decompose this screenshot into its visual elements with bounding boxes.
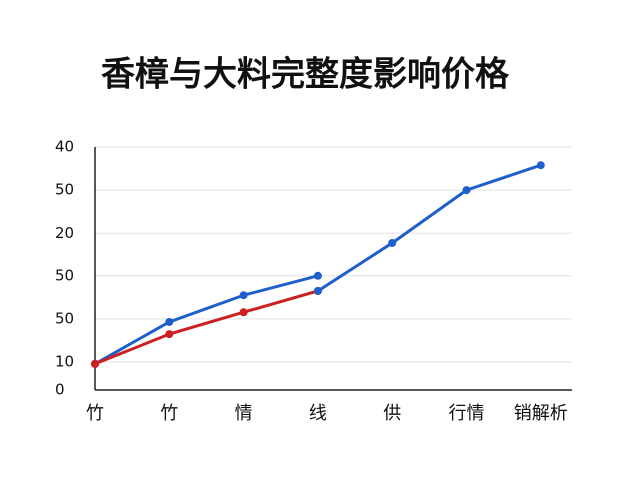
line <box>317 163 542 293</box>
x-tick-label: 情 <box>235 403 253 424</box>
y-tick-label: 50 <box>55 309 74 327</box>
point <box>462 186 471 195</box>
x-tick-label: 行情 <box>449 403 485 424</box>
point <box>536 161 545 170</box>
y-tick-label: 50 <box>55 181 74 199</box>
x-tick-label: 线 <box>309 403 327 424</box>
y-tick-label: 0 <box>55 381 65 399</box>
x-tick-label: 供 <box>383 403 401 424</box>
line <box>94 274 319 366</box>
point <box>165 330 174 339</box>
point <box>388 238 397 247</box>
y-tick-label: 50 <box>55 266 74 284</box>
point <box>91 359 99 368</box>
point <box>313 271 322 280</box>
point <box>313 286 322 295</box>
y-tick-label: 10 <box>55 353 74 371</box>
chart-title: 香樟与大料完整度影响价格 <box>101 55 510 95</box>
line <box>94 289 319 366</box>
point <box>239 308 248 317</box>
x-tick-label: 竹 <box>160 403 178 424</box>
x-tick-label: 销解析 <box>514 403 568 424</box>
point <box>239 291 248 300</box>
point <box>165 317 174 326</box>
y-tick-label: 40 <box>55 138 74 156</box>
x-tick-label: 竹 <box>86 403 104 424</box>
y-tick-label: 20 <box>55 224 74 242</box>
